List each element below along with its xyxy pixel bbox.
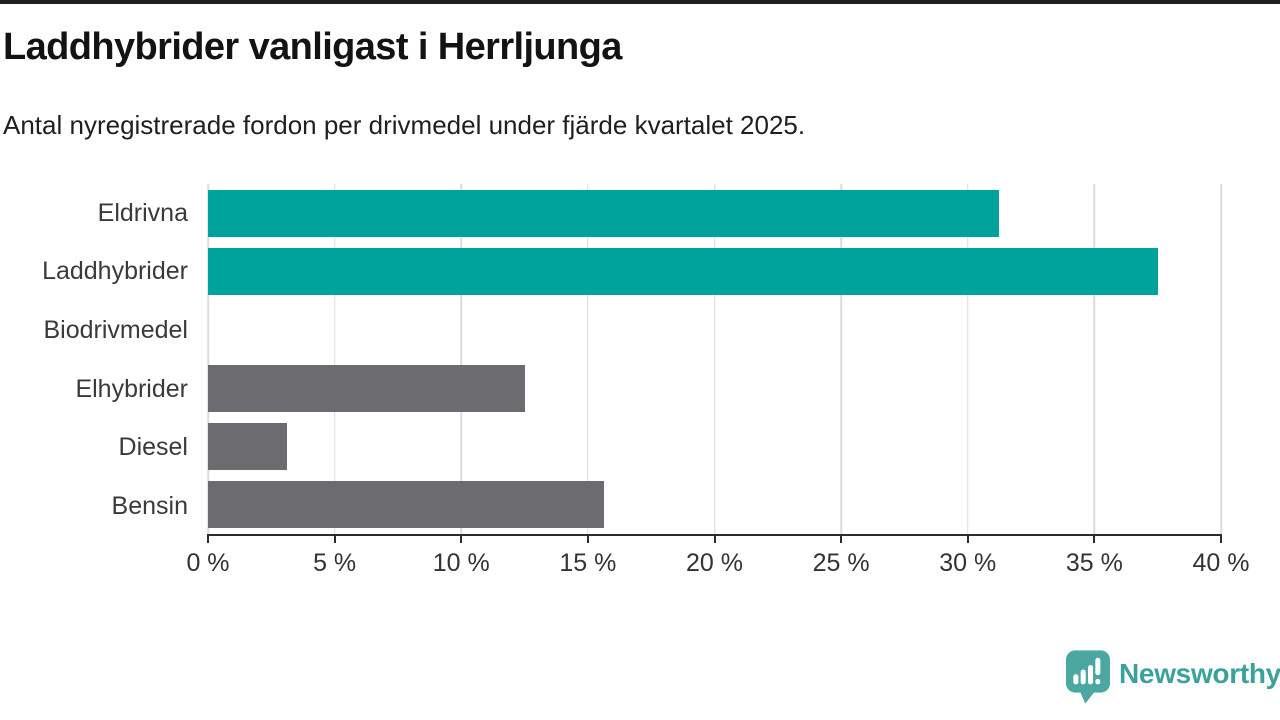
gridline-20 <box>713 184 716 534</box>
x-axis-tick-labels: 0 % 5 % 10 % 15 % 20 % 25 % 30 % 35 % 40 % <box>186 549 1249 579</box>
bar-row-elhybrider <box>208 359 1221 417</box>
bar-row-diesel <box>208 417 1221 475</box>
bar-eldrivna <box>208 189 1000 237</box>
axis-tick-15 <box>586 534 589 543</box>
x-tick-label-15: 15 % <box>559 549 617 577</box>
gridline-5 <box>333 184 336 534</box>
bar-diesel <box>208 422 288 470</box>
category-label-elhybrider: Elhybrider <box>75 374 188 403</box>
x-tick-label-25: 25 % <box>812 549 870 577</box>
axis-tick-25 <box>840 534 843 543</box>
newsworthy-logo-text: Newsworthy <box>1119 658 1280 689</box>
gridline-10 <box>460 184 462 534</box>
axis-tick-35 <box>1093 534 1096 543</box>
chart-title: Laddhybrider vanligast i Herrljunga <box>3 26 622 68</box>
axis-tick-40 <box>1220 534 1222 543</box>
x-tick-label-30: 30 % <box>939 549 997 577</box>
gridline-35 <box>1093 184 1096 534</box>
bar-row-biodrivmedel <box>208 301 1221 359</box>
category-label-eldrivna: Eldrivna <box>97 198 188 227</box>
newsworthy-logo: Newsworthy <box>1066 650 1280 704</box>
x-tick-label-20: 20 % <box>686 549 743 577</box>
category-label-laddhybrider: Laddhybrider <box>42 257 188 286</box>
bar-row-eldrivna <box>208 184 1221 242</box>
chart-subtitle: Antal nyregistrerade fordon per drivmede… <box>3 110 806 140</box>
gridline-30 <box>967 184 969 534</box>
category-label-diesel: Diesel <box>118 433 188 462</box>
x-tick-label-35: 35 % <box>1065 549 1123 577</box>
bar-row-laddhybrider <box>208 242 1221 300</box>
axis-tick-30 <box>966 534 969 543</box>
top-border-rule <box>0 0 1280 4</box>
axis-tick-0 <box>207 534 209 543</box>
category-label-bensin: Bensin <box>111 492 188 521</box>
bar-elhybrider <box>208 364 525 412</box>
gridline-0 <box>207 184 209 534</box>
gridline-15 <box>587 184 589 534</box>
x-tick-label-40: 40 % <box>1192 549 1250 577</box>
bar-laddhybrider <box>208 247 1158 295</box>
bar-bensin <box>208 481 604 529</box>
axis-tick-10 <box>460 534 463 543</box>
axis-tick-20 <box>713 534 716 543</box>
x-tick-label-5: 5 % <box>313 549 357 577</box>
x-tick-label-10: 10 % <box>432 549 490 577</box>
category-label-biodrivmedel: Biodrivmedel <box>43 316 188 345</box>
bar-row-bensin <box>208 476 1221 534</box>
y-axis-category-labels: Eldrivna Laddhybrider Biodrivmedel Elhybrid… <box>0 184 188 536</box>
newsworthy-bar-chart-bubble-icon <box>1066 650 1110 704</box>
axis-tick-5 <box>333 534 336 543</box>
x-tick-label-0: 0 % <box>186 549 230 577</box>
gridline-25 <box>840 184 842 534</box>
bar-chart-plot-area <box>207 184 1222 543</box>
gridline-40 <box>1220 184 1222 534</box>
